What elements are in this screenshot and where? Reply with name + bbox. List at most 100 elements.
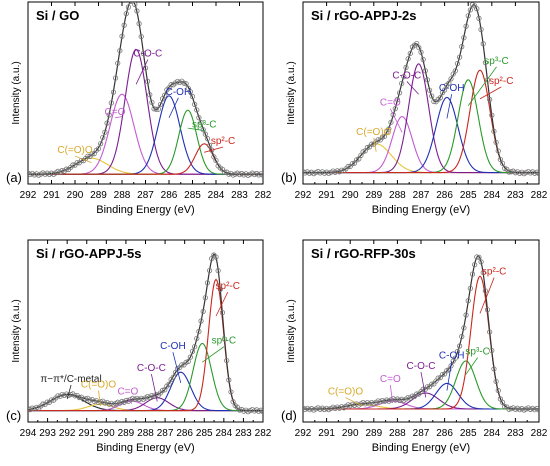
label-leader [215, 291, 229, 317]
data-point [140, 50, 146, 57]
chart-panel-3: 294 293 292 291 290 289 288 287 286 285 284 283 282 B… [6, 239, 272, 454]
data-point [493, 378, 499, 385]
panel-label: (d) [281, 408, 297, 423]
data-point [166, 381, 172, 387]
y-axis-label: Intensity (a.u.) [11, 61, 22, 124]
data-point [198, 318, 204, 324]
data-point [457, 54, 463, 60]
x-tick-label: 288 [389, 190, 406, 201]
data-point [157, 101, 164, 108]
panel-title: Si / rGO-APPJ-5s [36, 246, 141, 261]
data-point [452, 355, 458, 361]
peak-label: C-O-C [137, 363, 166, 374]
data-point [375, 137, 381, 143]
label-leader [127, 397, 133, 404]
chart-panel-2: 292 291 290 289 288 287 286 285 284 283 282 Binding… [281, 1, 548, 216]
data-point [482, 288, 488, 294]
x-axis-label: Binding Energy (eV) [372, 442, 470, 454]
data-point [454, 60, 461, 67]
x-tick-label: 289 [365, 190, 382, 201]
data-point [134, 8, 140, 14]
peak-label: C-O-C [392, 70, 421, 81]
data-point [461, 35, 467, 41]
peak-label: C=O [380, 374, 401, 385]
data-point [153, 106, 159, 112]
peak-label: sp³-C [192, 120, 216, 131]
data-point [452, 68, 458, 74]
x-tick-label: 285 [196, 428, 213, 439]
x-tick-label: 290 [67, 190, 84, 201]
peak-label: C-OH [166, 87, 192, 98]
data-point [147, 92, 153, 98]
x-tick-label: 282 [255, 428, 272, 439]
data-point [228, 389, 234, 395]
x-tick-label: 293 [39, 428, 56, 439]
x-tick-label: 291 [318, 428, 335, 439]
data-point [202, 131, 208, 137]
data-point [426, 87, 433, 93]
data-point [192, 101, 198, 107]
data-point [187, 89, 193, 95]
data-point [349, 161, 355, 167]
x-tick-label: 282 [531, 190, 548, 201]
data-point [491, 366, 497, 372]
peak-label: C=O [380, 98, 401, 109]
data-point [439, 371, 446, 378]
data-point [467, 285, 473, 291]
x-tick-label: 292 [295, 190, 312, 201]
data-point [117, 48, 123, 54]
data-point [260, 172, 263, 178]
label-leader [202, 346, 225, 363]
data-point [196, 115, 202, 121]
data-point [463, 23, 469, 29]
data-point [95, 146, 102, 152]
plot-frame [27, 1, 264, 185]
data-point [401, 73, 407, 80]
data-point [497, 156, 503, 163]
x-tick-label: 287 [137, 190, 154, 201]
data-point [472, 262, 478, 268]
label-leader [204, 146, 224, 153]
data-point [489, 347, 495, 354]
data-point [487, 96, 493, 103]
data-point [386, 126, 392, 132]
data-point [495, 387, 501, 394]
data-point [429, 381, 435, 387]
data-point [431, 98, 437, 105]
data-point [489, 112, 495, 118]
panel-title: Si / rGO-APPJ-2s [311, 8, 416, 23]
x-axis-label: Binding Energy (eV) [96, 442, 194, 454]
label-leader [150, 373, 158, 402]
peak-label: sp³-C [484, 56, 508, 67]
label-leader [172, 352, 182, 384]
data-point [476, 254, 482, 260]
data-point [364, 144, 370, 151]
peak-label: C(=O)O [356, 127, 392, 138]
data-point [198, 120, 204, 126]
label-leader [479, 277, 495, 314]
label-leader [420, 372, 427, 398]
plot-area [28, 252, 263, 415]
x-tick-label: 286 [161, 190, 178, 201]
label-leader [446, 94, 453, 119]
panel-title: Si / GO [36, 8, 79, 23]
data-point [396, 90, 403, 96]
data-point [204, 136, 211, 142]
data-point [138, 33, 144, 40]
data-point [345, 163, 351, 170]
data-point [142, 65, 149, 71]
data-point [63, 166, 70, 172]
peak-c-o [303, 116, 539, 174]
data-point [89, 151, 95, 157]
data-point [189, 93, 196, 100]
x-tick-label: 284 [215, 428, 232, 439]
envelope-fit [303, 4, 539, 174]
x-tick-label: 284 [483, 428, 500, 439]
data-point [454, 348, 461, 355]
data-point [121, 22, 127, 28]
data-point [487, 329, 493, 335]
x-tick-label: 288 [389, 428, 406, 439]
data-point [224, 357, 230, 364]
peak-label: C=O [117, 387, 138, 398]
peak-label: sp²-C [216, 281, 240, 292]
